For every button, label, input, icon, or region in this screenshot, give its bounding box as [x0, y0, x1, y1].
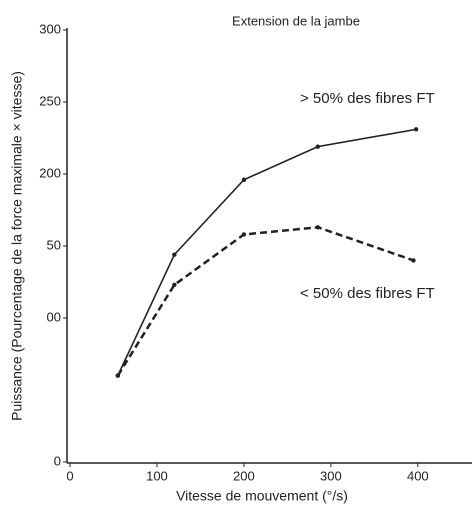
y-tick-label: 300 — [39, 21, 61, 36]
point — [172, 252, 177, 257]
point — [315, 144, 321, 149]
y-tick-label: 50 — [47, 237, 61, 252]
point — [241, 232, 247, 237]
series-label: > 50% des fibres FT — [300, 90, 435, 107]
y-tick-label: 250 — [39, 93, 61, 108]
point — [172, 282, 177, 288]
point — [115, 373, 121, 378]
chart-title: Extension de la jambe — [232, 13, 360, 28]
x-axis-label: Vitesse de mouvement (°/s) — [176, 488, 348, 504]
x-tick-label: 0 — [66, 468, 73, 483]
point — [315, 225, 321, 230]
series-line — [117, 128, 417, 376]
y-axis-label: Puissance (Pourcentage de la force maxim… — [9, 71, 25, 421]
x-tick-label: 100 — [146, 468, 168, 483]
point — [413, 127, 419, 132]
y-tick-label: 0 — [54, 453, 61, 468]
y-tick-label: 200 — [39, 165, 61, 180]
y-tick-label: 00 — [47, 309, 61, 324]
point — [241, 177, 247, 182]
series-label: < 50% des fibres FT — [300, 285, 435, 302]
point — [411, 258, 416, 263]
x-tick-label: 300 — [320, 468, 342, 483]
x-tick-label: 200 — [233, 468, 255, 483]
x-tick-label: 400 — [407, 468, 429, 483]
